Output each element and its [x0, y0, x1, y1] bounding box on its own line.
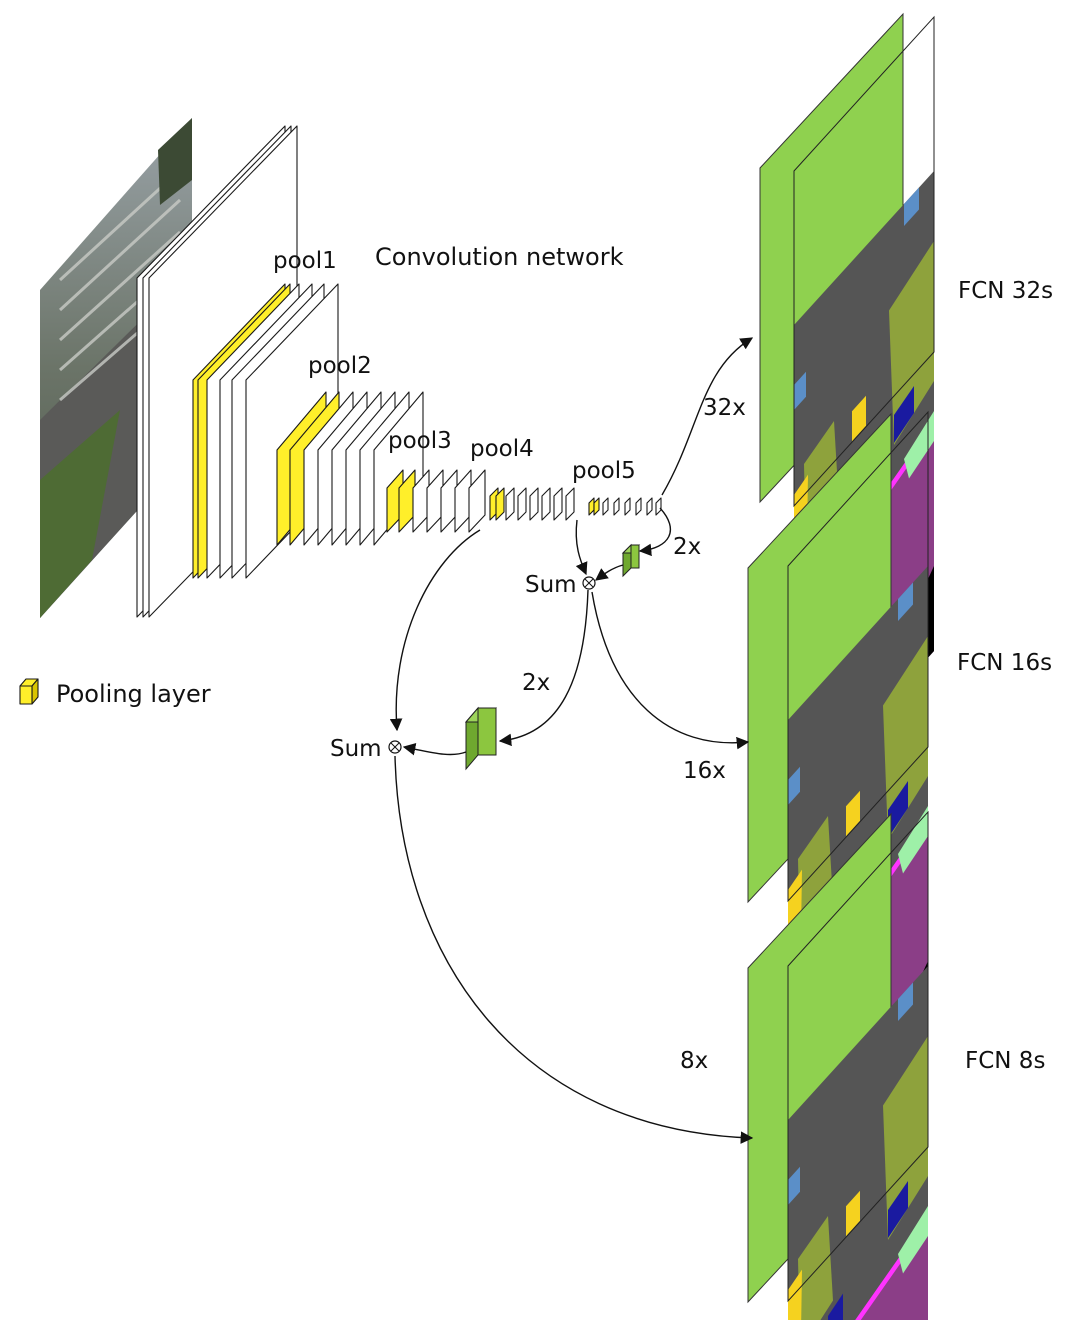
- upsample-8x-label: 8x: [680, 1048, 708, 1074]
- output-label-fcn8s: FCN 8s: [965, 1048, 1045, 1074]
- sum-operator-2: [388, 740, 402, 754]
- pool2-label: pool2: [308, 353, 372, 379]
- output-panel-fcn16s: [747, 410, 929, 1200]
- arrow-16x: [591, 591, 750, 750]
- pool2-block: [276, 391, 424, 546]
- arrow-32x: [661, 337, 754, 496]
- arrow-pool5-2x: [638, 507, 672, 557]
- arrow-2x-sum2: [402, 742, 467, 756]
- pool4-label: pool4: [470, 436, 534, 462]
- pooling-layer-legend-icon: [19, 678, 39, 705]
- pool5-label: pool5: [572, 458, 636, 484]
- pool4-block: [489, 487, 575, 521]
- output-panel-fcn32s: [759, 12, 935, 805]
- arrow-pool3-sum: [389, 529, 481, 732]
- arrow-sum1-2x: [498, 589, 589, 747]
- pool3-block: [386, 469, 486, 533]
- upsample-pool5-2x-label: 2x: [673, 534, 701, 560]
- arrow-up2x-sum: [594, 564, 624, 581]
- output-panel-fcn8s: [747, 810, 929, 1320]
- sum-label-1: Sum: [525, 572, 577, 598]
- upsample-2x-block-large: [464, 706, 498, 771]
- pool1-label: pool1: [273, 248, 337, 274]
- upsample-32x-label: 32x: [703, 395, 746, 421]
- pool3-label: pool3: [388, 428, 452, 454]
- arrow-8x: [394, 755, 754, 1144]
- arrow-pool4-sum: [575, 519, 588, 576]
- upsample-16x-label: 16x: [683, 758, 726, 784]
- output-label-fcn16s: FCN 16s: [957, 650, 1052, 676]
- sum-operator-1: [582, 576, 596, 590]
- pool5-block: [588, 497, 662, 516]
- sum-label-2: Sum: [330, 736, 382, 762]
- upsample-sum-2x-label: 2x: [522, 670, 550, 696]
- network-title: Convolution network: [375, 243, 624, 271]
- upsample-2x-block-small: [621, 543, 641, 578]
- legend-label: Pooling layer: [56, 680, 211, 708]
- output-label-fcn32s: FCN 32s: [958, 278, 1053, 304]
